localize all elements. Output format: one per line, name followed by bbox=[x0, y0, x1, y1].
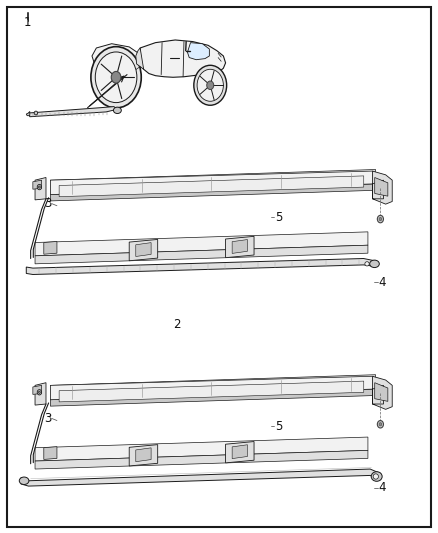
Ellipse shape bbox=[379, 423, 381, 426]
Polygon shape bbox=[129, 239, 158, 261]
Ellipse shape bbox=[113, 107, 121, 114]
Ellipse shape bbox=[197, 69, 223, 101]
Ellipse shape bbox=[377, 421, 384, 428]
Polygon shape bbox=[50, 171, 379, 195]
Ellipse shape bbox=[91, 47, 141, 108]
Polygon shape bbox=[50, 169, 375, 195]
Ellipse shape bbox=[370, 260, 379, 268]
Polygon shape bbox=[35, 232, 368, 256]
Ellipse shape bbox=[379, 217, 381, 221]
Polygon shape bbox=[374, 177, 388, 196]
Polygon shape bbox=[187, 43, 209, 60]
Ellipse shape bbox=[37, 390, 42, 395]
Ellipse shape bbox=[95, 52, 137, 102]
Polygon shape bbox=[35, 245, 368, 264]
Polygon shape bbox=[129, 445, 158, 466]
Polygon shape bbox=[372, 376, 392, 409]
Polygon shape bbox=[195, 65, 223, 81]
Polygon shape bbox=[59, 381, 364, 402]
Ellipse shape bbox=[377, 215, 384, 223]
Text: 2: 2 bbox=[173, 318, 180, 330]
Ellipse shape bbox=[39, 186, 40, 188]
Text: 4: 4 bbox=[379, 481, 386, 494]
Polygon shape bbox=[226, 441, 254, 463]
Polygon shape bbox=[136, 48, 144, 69]
Polygon shape bbox=[44, 241, 57, 254]
Text: 3: 3 bbox=[44, 412, 51, 425]
Ellipse shape bbox=[371, 472, 382, 481]
Polygon shape bbox=[226, 236, 254, 257]
Polygon shape bbox=[92, 44, 142, 72]
Ellipse shape bbox=[39, 391, 40, 393]
Polygon shape bbox=[232, 239, 247, 253]
Polygon shape bbox=[136, 448, 151, 462]
Polygon shape bbox=[35, 383, 46, 405]
Text: 5: 5 bbox=[275, 420, 283, 433]
Polygon shape bbox=[50, 184, 375, 201]
Ellipse shape bbox=[365, 262, 369, 266]
Polygon shape bbox=[35, 450, 368, 469]
Ellipse shape bbox=[34, 111, 38, 115]
Text: 5: 5 bbox=[275, 211, 283, 224]
Polygon shape bbox=[26, 259, 377, 274]
Polygon shape bbox=[232, 445, 247, 458]
Polygon shape bbox=[28, 107, 117, 117]
Ellipse shape bbox=[373, 474, 378, 479]
Polygon shape bbox=[59, 176, 364, 197]
Ellipse shape bbox=[111, 71, 121, 83]
Polygon shape bbox=[21, 469, 380, 486]
Polygon shape bbox=[372, 171, 392, 204]
Polygon shape bbox=[140, 40, 226, 77]
Ellipse shape bbox=[207, 81, 214, 90]
Polygon shape bbox=[374, 383, 388, 401]
Polygon shape bbox=[50, 389, 375, 406]
Polygon shape bbox=[33, 385, 42, 394]
Polygon shape bbox=[50, 375, 375, 400]
Polygon shape bbox=[136, 243, 151, 256]
Ellipse shape bbox=[19, 477, 29, 484]
Text: 1: 1 bbox=[24, 17, 32, 29]
Ellipse shape bbox=[37, 184, 42, 190]
Ellipse shape bbox=[194, 66, 227, 106]
Text: 4: 4 bbox=[379, 276, 386, 289]
Polygon shape bbox=[44, 447, 57, 459]
Polygon shape bbox=[26, 111, 30, 116]
Polygon shape bbox=[33, 180, 42, 189]
Polygon shape bbox=[35, 177, 46, 200]
Text: 3: 3 bbox=[44, 197, 51, 210]
Polygon shape bbox=[50, 376, 379, 400]
Polygon shape bbox=[35, 437, 368, 461]
